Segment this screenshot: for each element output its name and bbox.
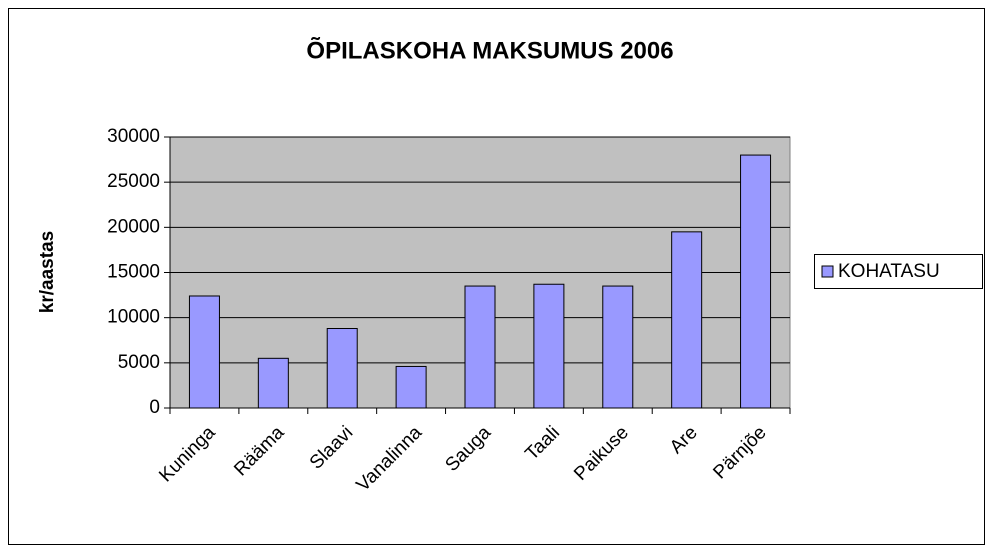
y-axis-label: kr/aastas bbox=[37, 231, 58, 313]
y-tick-label: 0 bbox=[149, 397, 160, 418]
bar bbox=[740, 154, 772, 409]
bar bbox=[671, 231, 703, 409]
y-tick-label: 5000 bbox=[118, 352, 160, 373]
legend-box bbox=[814, 254, 983, 289]
bar bbox=[602, 285, 634, 409]
bar bbox=[257, 357, 289, 409]
legend-label: KOHATASU bbox=[838, 261, 940, 282]
chart-title: ÕPILASKOHA MAKSUMUS 2006 bbox=[306, 36, 673, 64]
y-tick-label: 25000 bbox=[107, 171, 160, 192]
bar bbox=[326, 328, 358, 409]
y-tick-label: 15000 bbox=[107, 262, 160, 283]
y-tick-label: 20000 bbox=[107, 216, 160, 237]
y-tick-label: 30000 bbox=[107, 126, 160, 147]
bar bbox=[188, 295, 220, 409]
bar bbox=[533, 283, 565, 409]
bar bbox=[464, 285, 496, 409]
legend-swatch bbox=[821, 265, 834, 278]
y-tick-label: 10000 bbox=[107, 307, 160, 328]
bar bbox=[395, 365, 427, 409]
